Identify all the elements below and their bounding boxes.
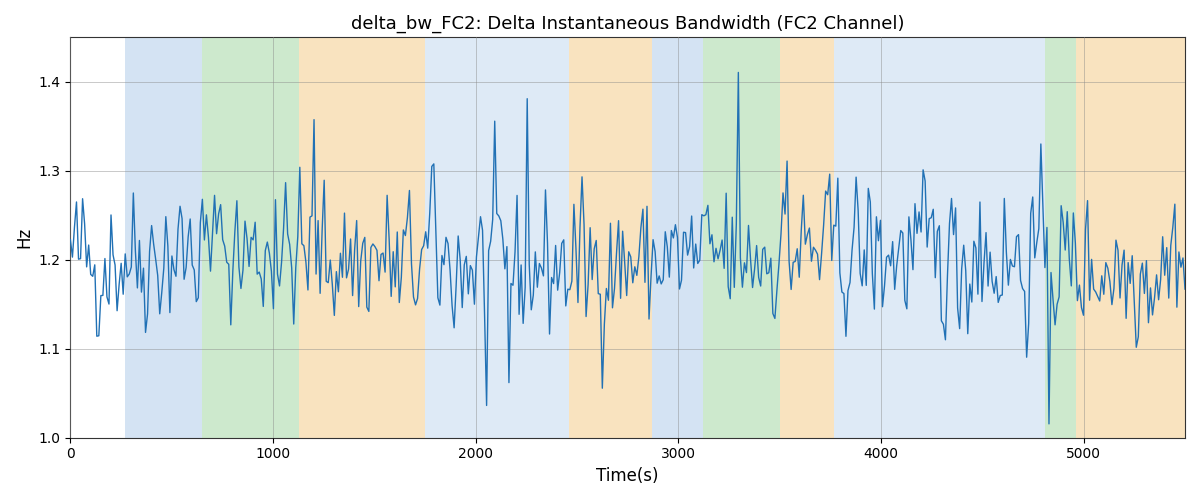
Bar [1045, 38, 1075, 438]
Bar [125, 38, 202, 438]
Bar [780, 38, 834, 438]
Bar [652, 38, 703, 438]
Bar [300, 38, 425, 438]
Bar [569, 38, 652, 438]
Bar [202, 38, 300, 438]
Bar [1075, 38, 1184, 438]
Bar [425, 38, 569, 438]
Bar [703, 38, 780, 438]
X-axis label: Time(s): Time(s) [596, 467, 659, 485]
Bar [834, 38, 1045, 438]
Y-axis label: Hz: Hz [14, 227, 32, 248]
Title: delta_bw_FC2: Delta Instantaneous Bandwidth (FC2 Channel): delta_bw_FC2: Delta Instantaneous Bandwi… [350, 15, 905, 34]
